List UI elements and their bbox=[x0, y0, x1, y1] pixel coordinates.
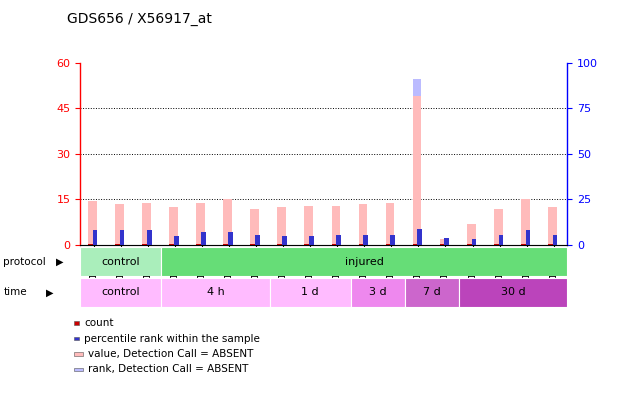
Text: rank, Detection Call = ABSENT: rank, Detection Call = ABSENT bbox=[88, 364, 248, 374]
Bar bbox=[331, 206, 340, 245]
Bar bbox=[120, 230, 124, 245]
Bar bbox=[553, 235, 558, 245]
Bar bbox=[304, 244, 313, 245]
Text: 30 d: 30 d bbox=[501, 288, 526, 297]
Text: GDS656 / X56917_at: GDS656 / X56917_at bbox=[67, 12, 212, 26]
Bar bbox=[467, 244, 476, 245]
Text: ▶: ▶ bbox=[56, 257, 63, 266]
Bar bbox=[147, 230, 151, 245]
Text: control: control bbox=[101, 257, 140, 266]
Bar bbox=[440, 244, 449, 245]
Bar bbox=[494, 209, 503, 245]
Bar bbox=[351, 278, 405, 307]
Text: percentile rank within the sample: percentile rank within the sample bbox=[84, 334, 260, 343]
Bar bbox=[304, 206, 313, 245]
Text: ▶: ▶ bbox=[46, 288, 54, 297]
Text: 1 d: 1 d bbox=[301, 288, 319, 297]
Bar bbox=[413, 96, 421, 245]
Bar bbox=[331, 244, 340, 245]
Bar bbox=[223, 244, 232, 245]
Bar bbox=[174, 236, 179, 245]
Bar bbox=[169, 244, 178, 245]
Bar bbox=[467, 224, 476, 245]
Bar bbox=[386, 244, 394, 245]
Bar bbox=[270, 278, 351, 307]
Bar bbox=[405, 278, 459, 307]
Bar bbox=[115, 204, 124, 245]
Text: control: control bbox=[101, 288, 140, 297]
Bar bbox=[386, 202, 394, 245]
Bar bbox=[80, 247, 162, 276]
Bar bbox=[278, 207, 286, 245]
Bar bbox=[499, 235, 503, 245]
Bar bbox=[162, 247, 567, 276]
Bar bbox=[223, 200, 232, 245]
Bar bbox=[251, 244, 259, 245]
Text: 3 d: 3 d bbox=[369, 288, 387, 297]
Bar bbox=[358, 244, 367, 245]
Bar bbox=[413, 79, 421, 96]
Bar bbox=[201, 232, 206, 245]
Bar bbox=[548, 244, 557, 245]
Bar bbox=[440, 239, 449, 245]
Bar bbox=[169, 207, 178, 245]
Bar bbox=[358, 204, 367, 245]
Bar bbox=[80, 278, 162, 307]
Bar bbox=[413, 244, 421, 245]
Bar bbox=[162, 278, 270, 307]
Bar bbox=[196, 202, 205, 245]
Bar bbox=[196, 244, 205, 245]
Bar bbox=[494, 244, 503, 245]
Bar bbox=[282, 236, 287, 245]
Bar bbox=[251, 209, 259, 245]
Text: value, Detection Call = ABSENT: value, Detection Call = ABSENT bbox=[88, 349, 253, 359]
Bar bbox=[521, 244, 529, 245]
Bar bbox=[363, 235, 368, 245]
Bar bbox=[390, 235, 395, 245]
Text: protocol: protocol bbox=[3, 257, 46, 266]
Bar bbox=[88, 201, 97, 245]
Text: time: time bbox=[3, 288, 27, 297]
Text: count: count bbox=[84, 318, 113, 328]
Bar bbox=[472, 239, 476, 245]
Bar bbox=[309, 236, 314, 245]
Bar bbox=[142, 202, 151, 245]
Bar bbox=[142, 244, 151, 245]
Bar bbox=[228, 232, 233, 245]
Bar bbox=[526, 230, 530, 245]
Bar bbox=[548, 207, 557, 245]
Bar bbox=[278, 244, 286, 245]
Bar bbox=[88, 244, 97, 245]
Bar bbox=[521, 200, 529, 245]
Bar bbox=[115, 244, 124, 245]
Text: 7 d: 7 d bbox=[423, 288, 441, 297]
Bar bbox=[417, 228, 422, 245]
Bar bbox=[459, 278, 567, 307]
Bar bbox=[337, 235, 341, 245]
Bar bbox=[255, 235, 260, 245]
Bar bbox=[444, 238, 449, 245]
Bar bbox=[93, 230, 97, 245]
Text: 4 h: 4 h bbox=[206, 288, 224, 297]
Text: injured: injured bbox=[345, 257, 384, 266]
